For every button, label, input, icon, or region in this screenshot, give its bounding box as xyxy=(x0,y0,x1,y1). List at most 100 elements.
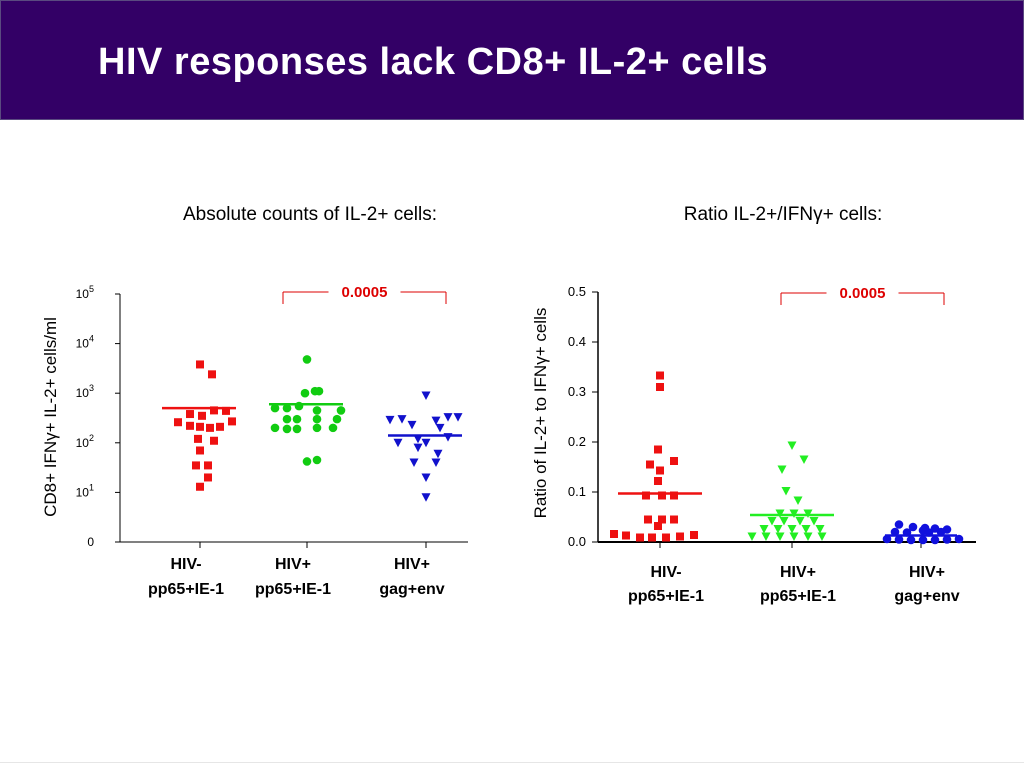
data-point xyxy=(761,532,771,541)
data-point xyxy=(385,415,395,425)
data-point xyxy=(622,531,630,540)
data-point xyxy=(196,482,204,491)
data-point xyxy=(198,411,206,420)
data-point xyxy=(421,493,431,502)
data-point xyxy=(656,383,664,391)
data-point xyxy=(312,414,322,424)
data-point xyxy=(809,517,819,526)
x-tick-label: HIV- xyxy=(650,564,681,581)
x-tick-label: pp65+IE-1 xyxy=(628,588,704,605)
data-point xyxy=(312,455,322,465)
data-point xyxy=(292,424,302,434)
y-tick-label: 0.5 xyxy=(568,284,586,299)
x-tick-label: pp65+IE-1 xyxy=(255,581,331,598)
data-point xyxy=(292,414,302,424)
data-point xyxy=(767,517,777,526)
y-tick-label: 101 xyxy=(76,482,94,499)
data-point xyxy=(954,534,964,544)
data-point xyxy=(670,491,678,500)
title-bar: HIV responses lack CD8+ IL-2+ cells xyxy=(0,0,1024,120)
data-point xyxy=(216,422,224,431)
data-point xyxy=(186,421,194,430)
data-point xyxy=(421,473,431,482)
data-point xyxy=(312,423,322,433)
data-point xyxy=(936,527,946,537)
y-tick-label: 0.4 xyxy=(568,334,586,349)
data-point xyxy=(930,535,940,545)
data-point xyxy=(282,403,292,413)
slide-title: HIV responses lack CD8+ IL-2+ cells xyxy=(98,41,769,83)
data-point xyxy=(894,520,904,529)
data-point xyxy=(642,491,650,500)
chart-title: Ratio IL-2+/IFNγ+ cells: xyxy=(684,204,883,225)
data-point xyxy=(332,414,342,424)
data-point xyxy=(210,406,218,415)
data-point xyxy=(636,533,644,542)
data-point xyxy=(228,417,236,426)
data-point xyxy=(670,515,678,524)
data-point xyxy=(270,423,280,433)
data-point xyxy=(409,458,419,468)
series-3 xyxy=(385,391,463,502)
x-tick-label: pp65+IE-1 xyxy=(148,581,224,598)
data-point xyxy=(670,457,678,465)
data-point xyxy=(270,403,280,413)
data-point xyxy=(204,473,212,482)
data-point xyxy=(397,415,407,424)
data-point xyxy=(781,487,791,496)
data-point xyxy=(192,461,200,470)
series-1 xyxy=(162,360,236,491)
data-point xyxy=(795,517,805,526)
data-point xyxy=(787,525,797,534)
data-point xyxy=(747,532,757,541)
data-point xyxy=(658,515,666,524)
data-point xyxy=(421,391,431,400)
data-point xyxy=(882,534,892,544)
data-point xyxy=(413,443,423,453)
data-point xyxy=(773,525,783,534)
data-point xyxy=(174,418,182,427)
x-tick-label: HIV+ xyxy=(780,564,816,581)
data-point xyxy=(775,532,785,541)
data-point xyxy=(654,445,662,454)
data-point xyxy=(779,517,789,526)
data-point xyxy=(413,434,423,444)
data-point xyxy=(312,406,322,415)
data-point xyxy=(443,413,453,422)
data-point xyxy=(433,449,443,459)
chart-absolute-counts: Absolute counts of IL-2+ cells: CD8+ IFNγ… xyxy=(41,204,468,598)
data-point xyxy=(646,460,654,469)
data-point xyxy=(407,420,417,430)
x-tick-label: pp65+IE-1 xyxy=(760,588,836,605)
data-point xyxy=(222,406,230,415)
data-point xyxy=(336,406,346,415)
data-point xyxy=(208,370,216,379)
data-point xyxy=(431,458,441,468)
significance-bracket: 0.0005 xyxy=(780,285,945,305)
x-tick-label: gag+env xyxy=(379,581,444,598)
data-point xyxy=(942,535,952,544)
data-point xyxy=(310,386,320,396)
data-point xyxy=(302,355,312,364)
data-point xyxy=(801,525,811,534)
p-value-label: 0.0005 xyxy=(342,284,388,301)
data-point xyxy=(186,410,194,419)
data-point xyxy=(654,477,662,485)
series-1 xyxy=(610,371,702,542)
footer-divider xyxy=(0,762,1024,763)
x-tick-label: HIV- xyxy=(170,556,201,573)
data-point xyxy=(918,535,928,545)
p-value-label: 0.0005 xyxy=(840,285,886,302)
significance-bracket: 0.0005 xyxy=(282,284,447,304)
data-point xyxy=(204,461,212,470)
x-tick-label: HIV+ xyxy=(275,556,311,573)
y-tick-label: 0.2 xyxy=(568,434,586,449)
data-point xyxy=(690,531,698,539)
data-point xyxy=(610,530,618,538)
data-point xyxy=(453,413,463,422)
y-tick-label: 103 xyxy=(76,383,94,400)
data-point xyxy=(282,424,292,434)
data-point xyxy=(421,438,431,448)
data-point xyxy=(206,423,214,432)
